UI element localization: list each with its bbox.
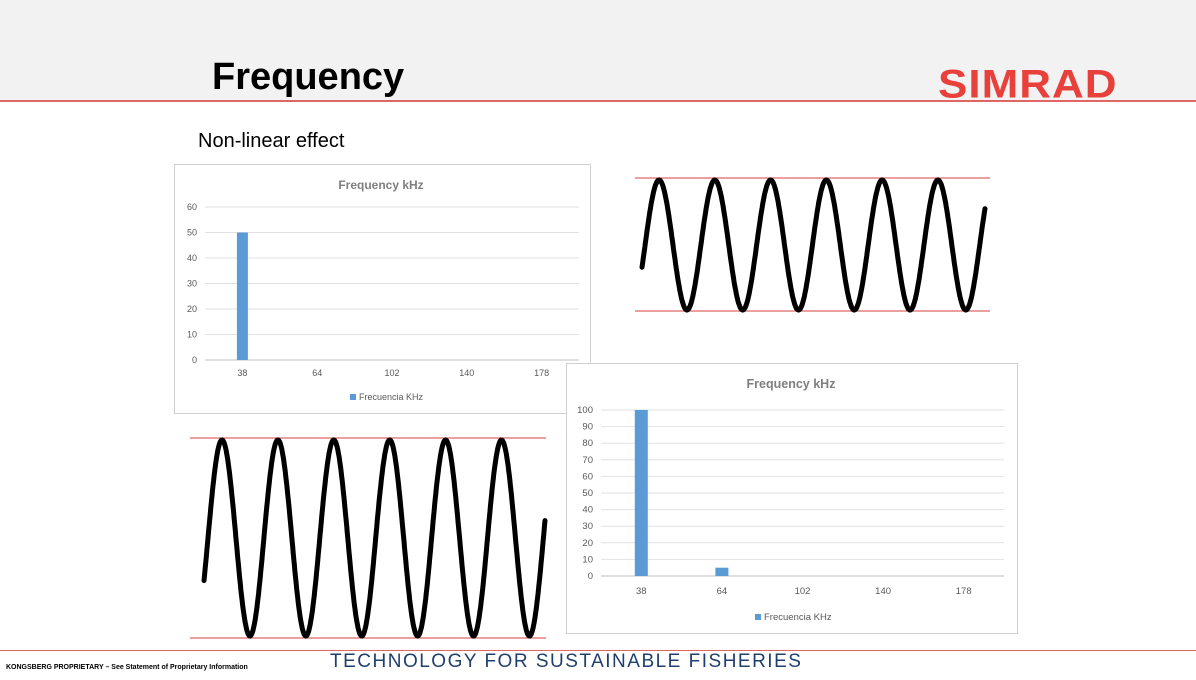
bar-38	[634, 410, 648, 576]
simrad-logo: SIMRAD	[938, 62, 1118, 107]
y-tick-label: 40	[187, 253, 197, 263]
y-tick-label: 10	[582, 554, 593, 565]
y-tick-label: 20	[582, 538, 593, 549]
y-tick-label: 0	[588, 571, 593, 582]
header-divider	[0, 100, 1196, 102]
proprietary-notice: KONGSBERG PROPRIETARY – See Statement of…	[6, 664, 248, 671]
legend-label: Frecuencia KHz	[359, 392, 424, 402]
y-tick-label: 0	[192, 355, 197, 365]
slide-subtitle: Non-linear effect	[198, 130, 345, 152]
x-tick-label: 102	[384, 368, 399, 378]
y-tick-label: 50	[187, 228, 197, 238]
chart-title: Frequency kHz	[338, 178, 423, 192]
x-tick-label: 178	[534, 368, 549, 378]
chart-frequency-large: Frequency kHz 0 10 20 30 40 50 60 70 80 90 100 38 64 1…	[566, 363, 1018, 634]
chart-svg: Frequency kHz 0 10 20 30 40 50 60 38 64 102 140 178 F…	[187, 178, 579, 402]
y-tick-label: 90	[582, 422, 593, 433]
chart-frequency-small: Frequency kHz 0 10 20 30 40 50 60 38 64 102 140 178 F…	[174, 164, 591, 414]
legend-label: Frecuencia KHz	[764, 612, 832, 623]
y-tick-label: 30	[187, 279, 197, 289]
y-tick-label: 100	[577, 405, 593, 416]
y-tick-label: 60	[582, 471, 593, 482]
header-band	[0, 0, 1196, 100]
y-tick-label: 50	[582, 488, 593, 499]
chart-svg: Frequency kHz 0 10 20 30 40 50 60 70 80 90 100 38 64 1…	[577, 377, 1004, 623]
wave-diagram-bottom	[190, 437, 548, 639]
wave-diagram-top	[635, 177, 990, 313]
chart-title: Frequency kHz	[747, 377, 836, 391]
sine-wave	[639, 177, 988, 313]
y-tick-label: 30	[582, 521, 593, 532]
x-tick-label: 102	[795, 586, 811, 597]
bar-64	[715, 567, 729, 576]
y-tick-label: 20	[187, 304, 197, 314]
x-tick-label: 140	[875, 586, 891, 597]
x-tick-label: 140	[459, 368, 474, 378]
y-tick-label: 70	[582, 455, 593, 466]
sine-wave	[201, 437, 548, 639]
y-tick-label: 80	[582, 438, 593, 449]
x-tick-label: 178	[956, 586, 972, 597]
slide-title: Frequency	[212, 56, 405, 98]
x-tick-label: 64	[717, 586, 728, 597]
x-tick-label: 38	[636, 586, 647, 597]
footer-divider	[0, 650, 1196, 651]
y-tick-label: 60	[187, 202, 197, 212]
y-tick-label: 40	[582, 505, 593, 516]
footer-tagline: TECHNOLOGY FOR SUSTAINABLE FISHERIES	[330, 651, 803, 672]
legend-swatch	[350, 394, 356, 400]
legend-swatch	[755, 614, 761, 620]
x-tick-label: 64	[312, 368, 322, 378]
y-tick-label: 10	[187, 330, 197, 340]
bar-38	[236, 232, 248, 360]
x-tick-label: 38	[237, 368, 247, 378]
